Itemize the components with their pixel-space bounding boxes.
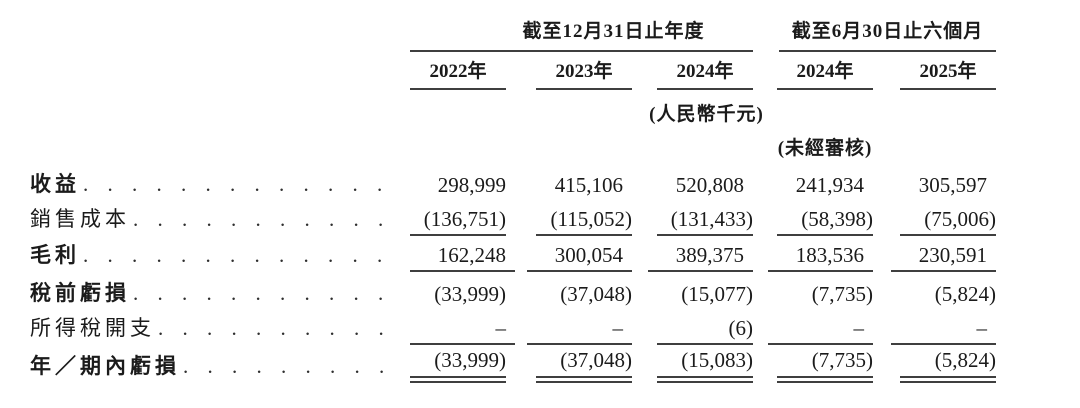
cell-value: (15,083): [657, 348, 754, 383]
unaudited-note-row: (未經審核): [30, 129, 996, 163]
cell-value: (5,824): [900, 348, 997, 383]
cell-value: 241,934: [795, 173, 865, 197]
cell-value: (33,999): [410, 348, 506, 383]
dot-leaders: . . . . . . . . . . . . . . . . . . . . …: [83, 243, 398, 267]
interim-group-title: 截至6月30日止六個月: [779, 16, 997, 52]
currency-unit-note: (人民幣千元): [649, 104, 764, 125]
cell-value: 415,106: [554, 173, 623, 197]
dot-leaders: . . . . . . . . . . . . . . . . . . . . …: [183, 354, 398, 378]
cell-value: 298,999: [437, 173, 506, 197]
interim-group-header-cell: 截至6月30日止六個月: [753, 16, 997, 52]
year-header-row: 2022年 2023年 2024年 2024年 2025年: [30, 52, 997, 90]
row-label: 年／期內虧損: [30, 354, 180, 378]
year-header-2024-interim: 2024年: [777, 56, 874, 90]
row-label: 所得稅開支: [30, 316, 155, 340]
cell-value: (58,398): [777, 207, 874, 236]
table-row-income-tax-expense: 所得稅開支 . . . . . . . . . . . . . . . . . …: [30, 310, 997, 345]
dot-leaders: . . . . . . . . . . . . . . . . . . . . …: [133, 281, 398, 305]
table-row-loss-before-tax: 稅前虧損 . . . . . . . . . . . . . . . . . .…: [30, 272, 996, 310]
cell-value: (37,048): [536, 348, 632, 383]
cell-value: (37,048): [560, 282, 632, 306]
table-row-gross-profit: 毛利 . . . . . . . . . . . . . . . . . . .…: [30, 236, 997, 272]
row-label: 稅前虧損: [30, 281, 130, 305]
cell-value: 520,808: [675, 173, 745, 197]
currency-note-row: (人民幣千元): [30, 90, 996, 129]
cell-value: 389,375: [648, 243, 754, 272]
cell-value: (7,735): [811, 282, 874, 306]
table-row-cost-of-sales: 銷售成本 . . . . . . . . . . . . . . . . . .…: [30, 201, 997, 236]
cell-value: 183,536: [768, 243, 874, 272]
table-row-revenue: 收益 . . . . . . . . . . . . . . . . . . .…: [30, 163, 996, 201]
dot-leaders: . . . . . . . . . . . . . . . . . . . . …: [158, 316, 398, 340]
cell-value: 162,248: [410, 243, 515, 272]
dot-leaders: . . . . . . . . . . . . . . . . . . . . …: [83, 172, 398, 196]
year-header-2023: 2023年: [536, 56, 632, 90]
row-label: 收益: [30, 172, 80, 196]
cell-value: –: [527, 316, 632, 345]
cell-value: (136,751): [410, 207, 506, 236]
cell-value: (33,999): [434, 282, 506, 306]
unaudited-note: (未經審核): [777, 138, 873, 159]
cell-value: (15,077): [681, 282, 754, 306]
dot-leaders: . . . . . . . . . . . . . . . . . . . . …: [133, 207, 398, 231]
year-header-2022: 2022年: [410, 56, 506, 90]
income-statement-table: 截至12月31日止年度 截至6月30日止六個月 2022年 2023年 2024…: [30, 16, 997, 383]
annual-group-title: 截至12月31日止年度: [410, 16, 754, 52]
year-header-2024: 2024年: [657, 56, 754, 90]
cell-value: (5,824): [934, 282, 997, 306]
year-header-2025-interim: 2025年: [900, 56, 997, 90]
cell-value: –: [891, 316, 997, 345]
cell-value: 230,591: [891, 243, 997, 272]
cell-value: 305,597: [918, 173, 988, 197]
cell-value: (131,433): [657, 207, 754, 236]
cell-value: (6): [657, 316, 754, 345]
row-label: 毛利: [30, 243, 80, 267]
label-column-header-spacer: [30, 16, 410, 52]
table-row-loss-for-period: 年／期內虧損 . . . . . . . . . . . . . . . . .…: [30, 345, 997, 383]
row-label: 銷售成本: [30, 207, 130, 231]
cell-value: –: [768, 316, 874, 345]
annual-group-header-cell: 截至12月31日止年度: [410, 16, 754, 52]
cell-value: (115,052): [536, 207, 632, 236]
cell-value: (75,006): [900, 207, 997, 236]
cell-value: (7,735): [777, 348, 874, 383]
cell-value: 300,054: [527, 243, 632, 272]
column-group-header-row: 截至12月31日止年度 截至6月30日止六個月: [30, 16, 997, 52]
cell-value: –: [410, 316, 515, 345]
